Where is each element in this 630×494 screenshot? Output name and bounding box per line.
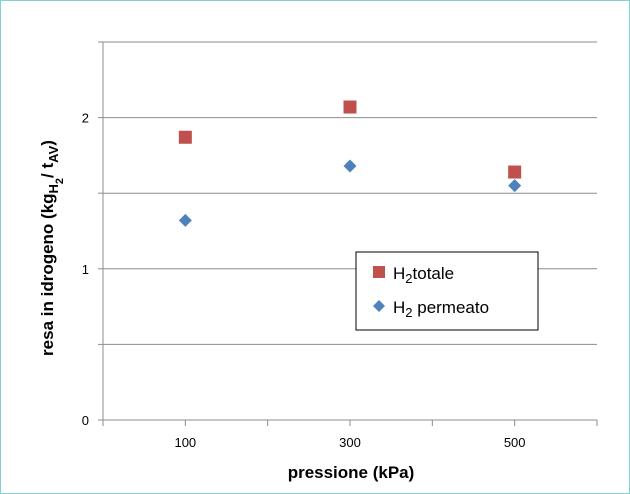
point-h2-permeato xyxy=(343,159,357,173)
x-axis: 100 300 500 xyxy=(102,419,598,450)
legend-label-h2-totale: H2totale xyxy=(393,264,454,286)
legend: H2totale H2 permeato xyxy=(355,251,539,331)
x-tick-label: 100 xyxy=(174,435,196,450)
legend-label-h2-permeato: H2 permeato xyxy=(393,298,489,320)
y-axis-title: resa in idrogeno (kgH2/ tAV) xyxy=(38,140,66,356)
x-axis-title: pressione (kPa) xyxy=(288,463,415,482)
point-h2-permeato xyxy=(508,179,522,193)
legend-box xyxy=(355,251,539,331)
data-points xyxy=(178,100,522,227)
point-h2-totale xyxy=(178,130,192,144)
y-tick-label: 2 xyxy=(82,111,89,126)
y-axis: 0 1 2 xyxy=(82,41,104,428)
y-tick-label: 1 xyxy=(82,262,89,277)
y-tick-label: 0 xyxy=(82,413,89,428)
point-h2-totale xyxy=(508,165,522,179)
legend-marker-h2-totale xyxy=(373,266,385,278)
legend-marker-h2-permeato xyxy=(373,300,385,312)
x-tick-label: 300 xyxy=(339,435,361,450)
point-h2-permeato xyxy=(178,213,192,227)
x-tick-label: 500 xyxy=(504,435,526,450)
point-h2-totale xyxy=(343,100,357,114)
